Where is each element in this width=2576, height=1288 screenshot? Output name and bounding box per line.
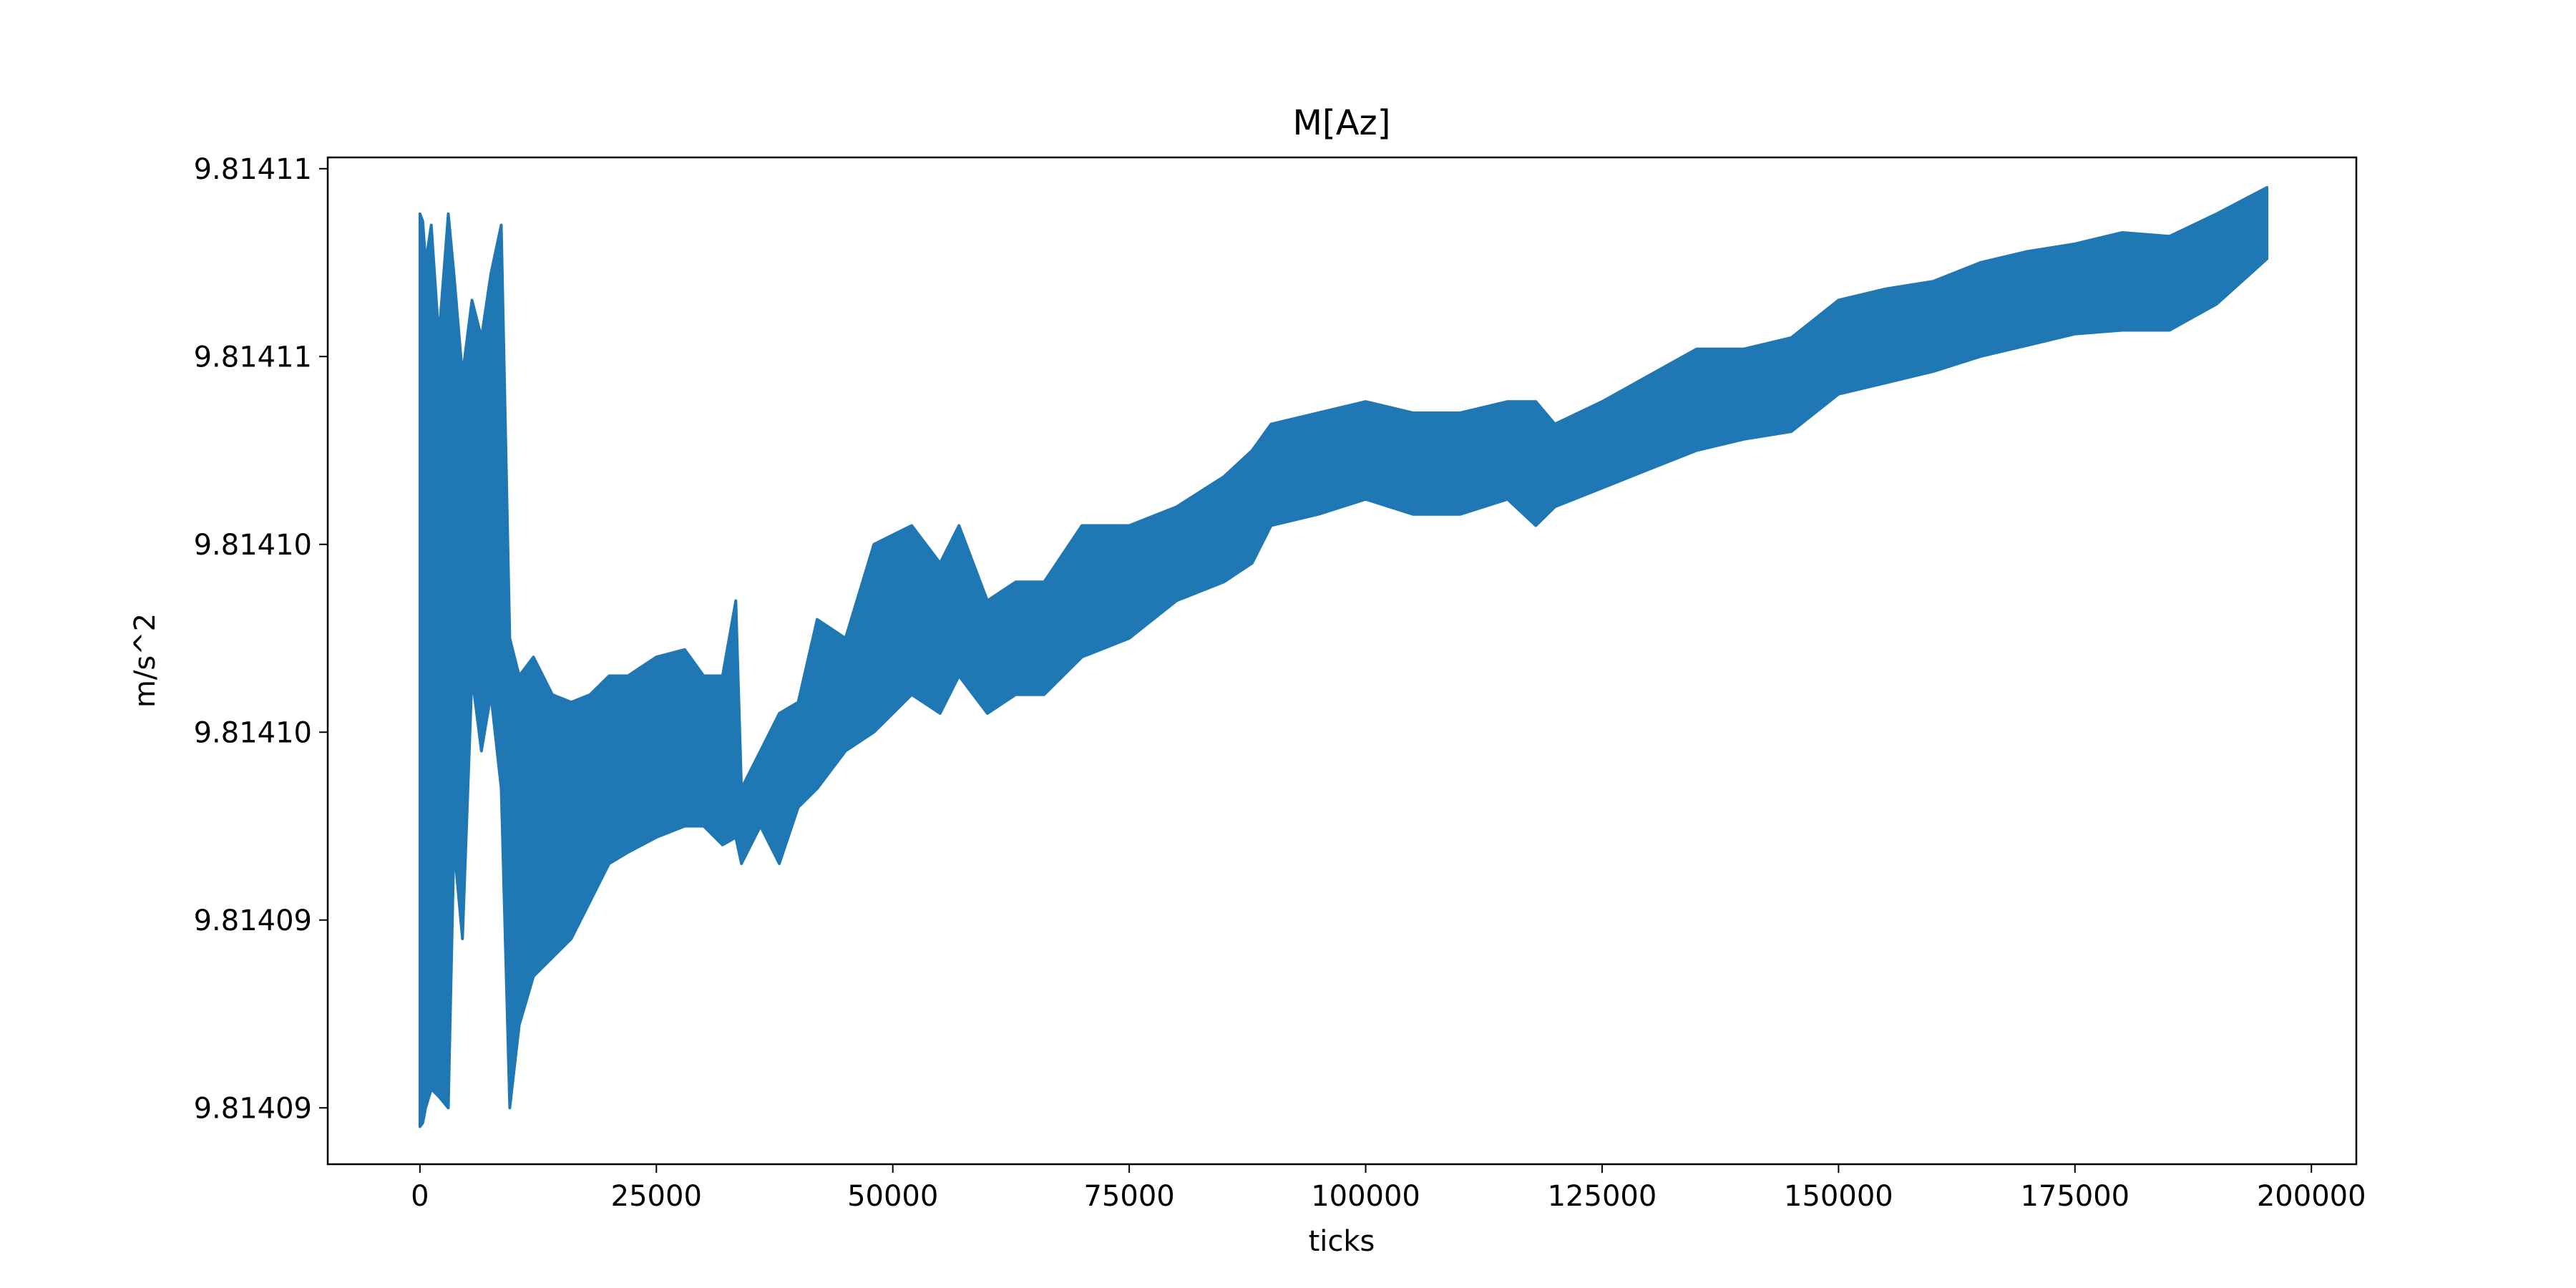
y-tick-label: 9.81411 [194, 341, 312, 374]
chart-title: M[Az] [1293, 103, 1391, 143]
y-axis: 9.81409 9.81409 9.81410 9.81410 9.81411 9.814… [194, 153, 328, 1125]
x-tick-label: 200000 [2257, 1180, 2366, 1213]
y-tick-label: 9.81409 [194, 1092, 312, 1125]
x-tick-label: 175000 [2020, 1180, 2129, 1213]
x-tick-label: 75000 [1083, 1180, 1174, 1213]
x-tick-label: 150000 [1784, 1180, 1893, 1213]
series-line-0 [418, 186, 2269, 1128]
y-tick-label: 9.81410 [194, 716, 312, 749]
y-tick-label: 9.81411 [194, 153, 312, 186]
x-tick-label: 25000 [611, 1180, 702, 1213]
x-tick-label: 100000 [1311, 1180, 1420, 1213]
x-tick-label: 50000 [847, 1180, 938, 1213]
axes-frame [326, 156, 2358, 1166]
x-axis-label: ticks [1309, 1225, 1375, 1258]
plot-area [418, 186, 2269, 1128]
y-tick-label: 9.81410 [194, 529, 312, 562]
y-axis-label: m/s^2 [129, 613, 162, 708]
y-tick-label: 9.81409 [194, 904, 312, 937]
x-axis: 0 25000 50000 75000 100000 125000 150000 175000… [411, 1164, 2366, 1213]
x-tick-label: 125000 [1548, 1180, 1657, 1213]
x-tick-label: 0 [411, 1180, 429, 1213]
